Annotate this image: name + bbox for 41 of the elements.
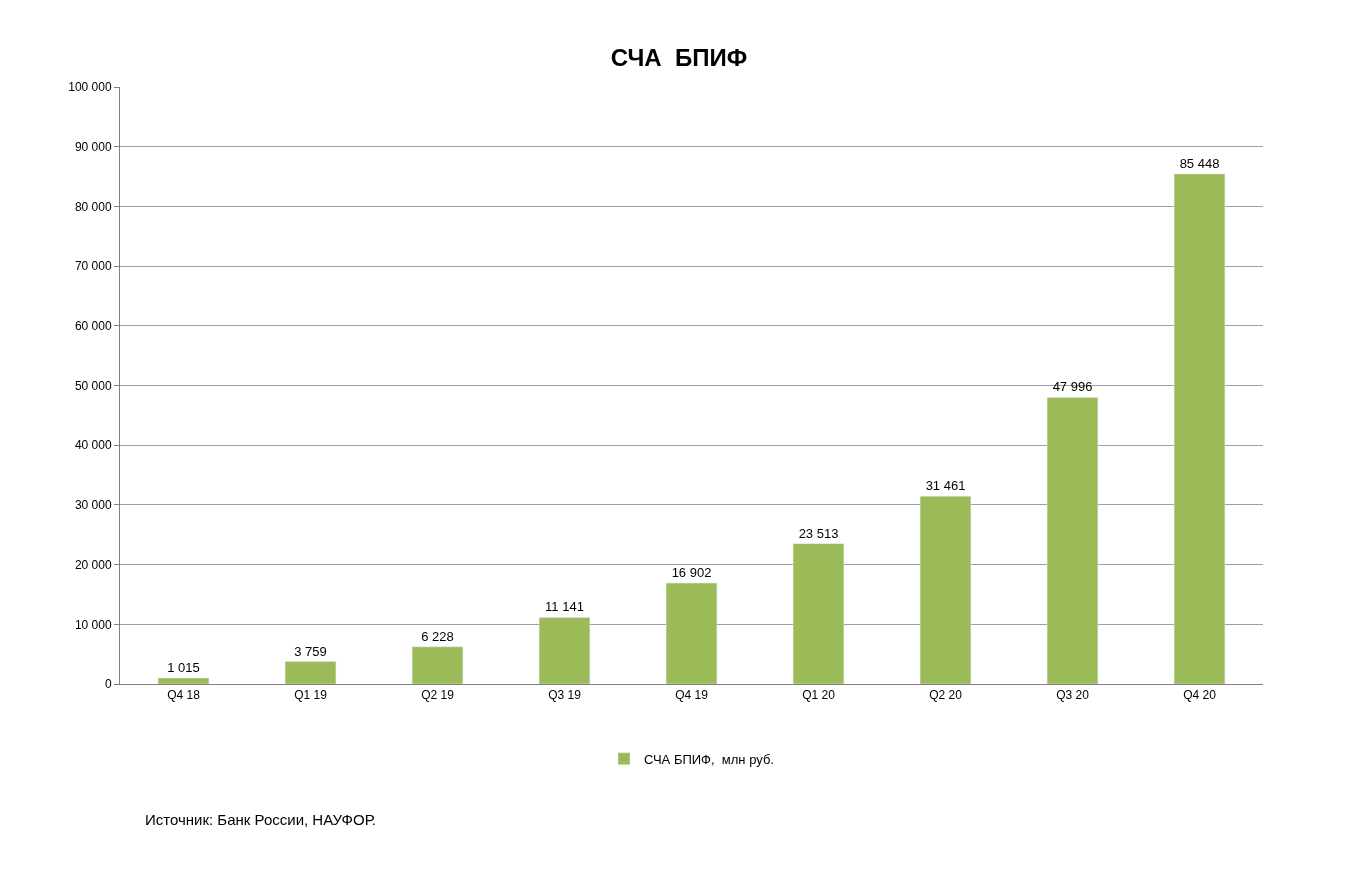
y-tick-label: 100 000 — [68, 80, 112, 95]
y-tick-label: 10 000 — [74, 617, 112, 632]
chart-title: СЧА БПИФ — [610, 43, 748, 71]
y-tick-label: 80 000 — [74, 199, 112, 214]
data-label: 85 448 — [1179, 155, 1220, 171]
data-label: 47 996 — [1052, 379, 1093, 395]
bar — [411, 646, 464, 684]
y-tick-label: 30 000 — [74, 498, 112, 513]
y-tick-label: 0 — [104, 677, 112, 692]
bar — [665, 582, 718, 684]
x-tick-label: Q3 19 — [548, 688, 582, 703]
x-tick-label: Q1 20 — [802, 688, 836, 703]
y-tick-label: 20 000 — [74, 557, 112, 572]
data-label: 23 513 — [798, 525, 839, 541]
data-label: 6 228 — [421, 628, 454, 644]
x-tick-label: Q4 18 — [167, 688, 201, 703]
data-label: 31 461 — [925, 478, 966, 494]
bar — [1173, 173, 1226, 684]
data-label: 3 759 — [294, 643, 327, 659]
bar — [792, 543, 845, 684]
bar — [1046, 397, 1099, 684]
bar — [157, 677, 210, 684]
y-tick-label: 60 000 — [74, 319, 112, 333]
data-label: 11 141 — [545, 599, 584, 615]
x-tick-label: Q2 20 — [929, 688, 963, 703]
data-label: 1 015 — [167, 659, 200, 675]
data-label: 16 902 — [671, 565, 712, 581]
x-tick-label: Q4 20 — [1183, 688, 1217, 703]
y-tick-label: 40 000 — [74, 438, 112, 453]
bar — [919, 495, 972, 684]
y-tick-label: 50 000 — [74, 378, 112, 393]
x-tick-label: Q1 19 — [294, 688, 328, 703]
y-tick-label: 70 000 — [74, 259, 112, 274]
x-tick-label: Q3 20 — [1056, 688, 1090, 703]
bar — [538, 617, 591, 684]
text: Источник: Банк России, НАУФОР. — [145, 811, 376, 828]
legend-label: СЧА БПИФ, млн руб. — [644, 751, 774, 767]
bar — [284, 661, 337, 684]
x-tick-label: Q4 19 — [675, 688, 709, 703]
x-tick-label: Q2 19 — [421, 688, 455, 703]
y-tick-label: 90 000 — [74, 139, 112, 154]
